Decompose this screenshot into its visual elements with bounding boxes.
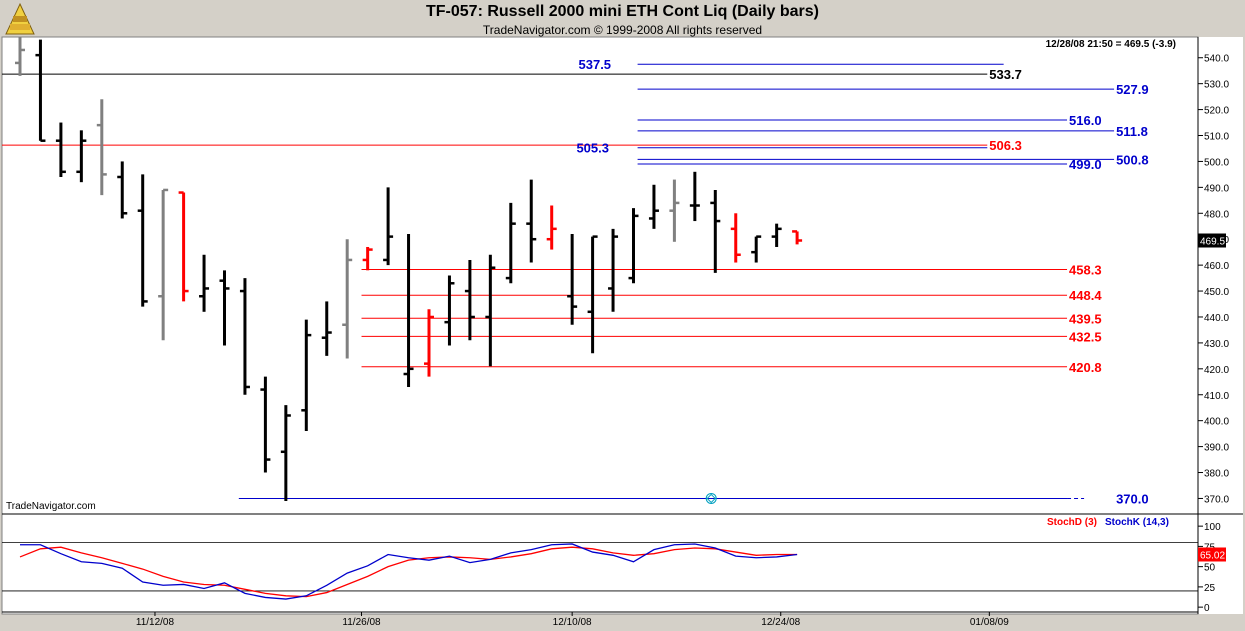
level-label: 533.7 <box>989 67 1022 82</box>
level-label: 516.0 <box>1069 113 1102 128</box>
level-label: 448.4 <box>1069 288 1102 303</box>
chart-title: TF-057: Russell 2000 mini ETH Cont Liq (… <box>426 3 819 20</box>
stoch-y-tick-label: 50 <box>1204 563 1216 574</box>
level-label: 527.9 <box>1116 82 1149 97</box>
level-label: 432.5 <box>1069 329 1102 344</box>
level-label: 500.8 <box>1116 152 1149 167</box>
stoch-y-tick-label: 0 <box>1204 603 1210 614</box>
price-y-tick-label: 540.0 <box>1204 54 1229 65</box>
price-y-tick-label: 440.0 <box>1204 313 1229 324</box>
price-y-tick-label: 380.0 <box>1204 469 1229 480</box>
x-tick-label: 12/10/08 <box>553 617 592 628</box>
last-price-tag <box>1198 233 1226 248</box>
y-axis-background <box>1198 37 1243 614</box>
level-label: 499.0 <box>1069 157 1102 172</box>
stoch-last-value-label: 65.02 <box>1200 550 1225 561</box>
x-tick-label: 12/24/08 <box>761 617 800 628</box>
legend-stochk: StochK (14,3) <box>1105 517 1169 528</box>
levels-layer: 537.5 533.7 527.9 516.0 511.8 506.3 505.3 500.8… <box>2 57 1149 506</box>
watermark-text: TradeNavigator.com <box>6 501 96 512</box>
stoch-last-value-tag <box>1198 547 1226 562</box>
price-y-tick-label: 410.0 <box>1204 391 1229 402</box>
stoch-layer: StochD (3) StochK (14,3) <box>19 517 1169 600</box>
price-y-tick-label: 390.0 <box>1204 443 1229 454</box>
grid-layer <box>2 541 1198 592</box>
price-y-tick-label: 370.0 <box>1204 494 1229 505</box>
level-label: 439.5 <box>1069 311 1102 326</box>
price-panel-background <box>1 36 1199 615</box>
stoch-y-tick-label: 25 <box>1204 583 1216 594</box>
price-y-tick-label: 420.0 <box>1204 365 1229 376</box>
stoch-y-tick-label: 100 <box>1204 522 1221 533</box>
last-quote: 12/28/08 21:50 = 469.5 (-3.9) <box>1046 39 1176 50</box>
tradenavigator-logo-icon <box>5 2 35 35</box>
level-label: 537.5 <box>579 57 612 72</box>
price-y-tick-label: 530.0 <box>1204 80 1229 91</box>
price-y-tick-label: 430.0 <box>1204 339 1229 350</box>
axis-layer: 370.0 380.0 390.0 400.0 410.0 420.0 430.0 440.0… <box>136 54 1230 628</box>
last-price-tag-label: 469.5 <box>1200 237 1225 248</box>
level-label: 511.8 <box>1116 124 1148 139</box>
level-label: 370.0 <box>1116 491 1149 506</box>
stoch-series-line <box>20 543 798 600</box>
stoch-series-line <box>19 546 798 598</box>
price-y-tick-label: 460.0 <box>1204 261 1229 272</box>
price-y-tick-label: 450.0 <box>1204 287 1229 298</box>
price-y-tick-label: 510.0 <box>1204 132 1229 143</box>
level-label: 420.8 <box>1069 360 1102 375</box>
price-y-tick-label: 520.0 <box>1204 106 1229 117</box>
price-y-tick-label: 490.0 <box>1204 183 1229 194</box>
bars-layer <box>15 37 803 502</box>
legend-stochd: StochD (3) <box>1047 517 1097 528</box>
x-tick-label: 11/26/08 <box>342 617 381 628</box>
chart-subtitle: TradeNavigator.com © 1999-2008 All right… <box>482 23 763 37</box>
level-label: 458.3 <box>1069 263 1102 278</box>
anchor-marker-icon <box>705 492 717 504</box>
price-y-tick-label: 480.0 <box>1204 209 1229 220</box>
anchor-marker-diamond <box>706 493 716 504</box>
level-label: 506.3 <box>989 138 1022 153</box>
price-y-tick-label: 500.0 <box>1204 157 1229 168</box>
x-tick-label: 01/08/09 <box>970 617 1009 628</box>
level-label: 505.3 <box>576 141 609 156</box>
price-y-tick-label: 400.0 <box>1204 417 1229 428</box>
x-tick-label: 11/12/08 <box>136 617 175 628</box>
